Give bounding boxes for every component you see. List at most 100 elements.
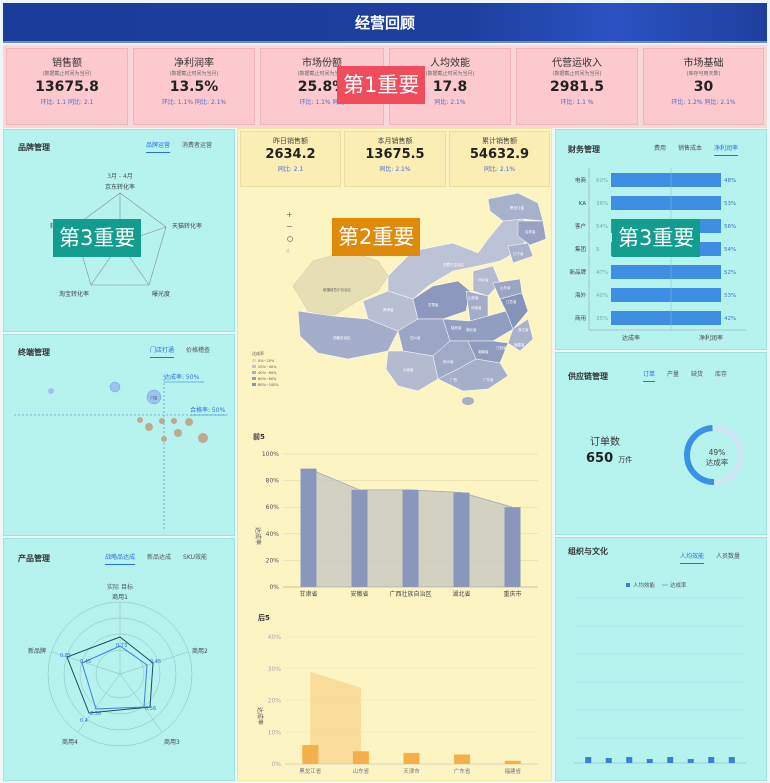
stat-month[interactable]: 本月销售额 13675.5 同比: 2.1% (344, 131, 446, 187)
bubble[interactable] (146, 389, 162, 405)
radar-value: 0.73 (116, 643, 127, 649)
bubble[interactable] (198, 433, 208, 443)
tab-store-link[interactable]: 门店打通 (150, 345, 175, 358)
tab-shortage[interactable]: 缺货 (691, 371, 704, 378)
order-count: 650 万件 (586, 447, 632, 466)
finance-tabs: 费用 销售成本 净利润率 (654, 143, 739, 156)
category-label: KA (579, 201, 587, 207)
bar-value-left: 60% (596, 178, 608, 184)
bar-net-profit (611, 288, 721, 302)
y-tick-label: 40% (266, 531, 280, 538)
x-axis-label: 净利润率 (699, 334, 723, 342)
supply-panel: 供应链管理 订单 产量 缺货 库存 订单数 650 万件 49% 达成率 (555, 352, 767, 535)
region-liaoning[interactable] (507, 242, 534, 264)
stat-value: 13675.5 (365, 147, 425, 162)
region-yunnan[interactable] (385, 350, 439, 392)
region-jilin[interactable] (517, 220, 547, 246)
region-hunan-jiangxi[interactable] (467, 340, 509, 364)
tab-per-capita[interactable]: 人均效能 (680, 551, 705, 564)
map-legend-title: 达成率 (252, 350, 264, 356)
tab-consumer-ops[interactable]: 消费者运营 (182, 142, 213, 149)
legend-label: 人均效能 (633, 581, 656, 589)
kpi-card-market-base[interactable]: 市场基础 (库存可用天数) 30 环比: 1.2% 同比: 2.1% (643, 48, 764, 125)
map-label: 辽宁省 (513, 251, 524, 256)
product-radar-chart: 实际 目标 商用1 商用2 商用3 商用4 新品牌 0.73 0.45 0.56… (28, 583, 208, 747)
tab-net-profit[interactable]: 净利润率 (714, 143, 739, 156)
bubble[interactable] (145, 423, 153, 431)
stat-yesterday[interactable]: 昨日销售额 2634.2 同比: 2.1 (240, 131, 341, 187)
x-tick-label: 安徽省 (350, 590, 368, 598)
bubble[interactable] (185, 418, 193, 426)
radar-axis-label: 天猫转化率 (172, 222, 202, 230)
legend-label: 80%~100% (258, 383, 279, 387)
reset-icon[interactable] (287, 236, 293, 242)
order-count-value: 650 (586, 451, 614, 466)
org-bar-chart: 人均效能 达成率 (574, 581, 746, 764)
tab-new-product[interactable]: 新品达成 (147, 554, 172, 561)
bubble[interactable] (159, 418, 165, 424)
kpi-title: 人均效能 (430, 58, 470, 69)
bar-value-left: 54% (596, 224, 608, 230)
x-tick-label: 甘肃省 (299, 590, 317, 598)
kpi-value: 17.8 (432, 79, 468, 95)
tab-sales-cost[interactable]: 销售成本 (678, 145, 703, 152)
bubble[interactable] (161, 436, 167, 442)
kpi-title: 销售额 (52, 58, 82, 69)
y-tick-label: 40% (268, 634, 282, 641)
radar-value: 0.45 (80, 659, 91, 665)
map-label: 河北省 (478, 277, 489, 282)
tab-orders[interactable]: 订单 (643, 369, 656, 382)
page-header: 经营回顾 (3, 3, 767, 43)
legend-swatch (252, 359, 256, 362)
order-count-unit: 万件 (618, 456, 633, 464)
category-label: 海外 (575, 291, 587, 299)
tab-strategic[interactable]: 战略品达成 (105, 552, 136, 565)
kpi-subtitle: (数据截止时间为当月) (425, 71, 475, 77)
bubble[interactable] (48, 388, 54, 394)
tab-price-audit[interactable]: 价格稽查 (186, 347, 211, 354)
stat-title: 昨日销售额 (273, 137, 308, 145)
tab-brand-ops[interactable]: 品牌运营 (146, 140, 171, 153)
y-tick-label: 20% (266, 557, 280, 564)
tab-expense[interactable]: 费用 (654, 145, 667, 152)
legend-label: 40%~60% (258, 371, 277, 375)
bubble[interactable] (137, 417, 143, 423)
kpi-card-ops-income[interactable]: 代营运收入 (数据截止时间为当月) 2981.5 环比: 1.1 % (516, 48, 638, 125)
bar (454, 754, 471, 764)
x-tick-label: 广东省 (454, 767, 471, 775)
region-zhejiang-fujian[interactable] (507, 318, 534, 352)
radar-value: 0.45 (150, 659, 161, 665)
region-jiangsu-anhui[interactable] (499, 292, 529, 330)
stat-value: 2634.2 (265, 147, 316, 162)
tab-inventory[interactable]: 库存 (715, 371, 728, 378)
product-tabs: 战略品达成 新品达成 SKU效能 (105, 552, 207, 565)
region-heilongjiang[interactable] (487, 192, 544, 222)
region-hainan[interactable] (462, 397, 474, 405)
kpi-card-sales[interactable]: 销售额 (数据截止时间为当月) 13675.8 环比: 1.1 同比: 2.1 (6, 48, 128, 125)
region-xinjiang[interactable] (292, 250, 389, 317)
tag-third-important-left: 第3重要 (53, 219, 142, 257)
region-hebei[interactable] (472, 265, 501, 297)
tab-headcount[interactable]: 人员数量 (716, 553, 741, 560)
legend-label: 0%~20% (258, 359, 275, 363)
bar (300, 468, 317, 587)
stat-cumulative[interactable]: 累计销售额 54632.9 同比: 2.1% (449, 131, 550, 187)
tab-output[interactable]: 产量 (667, 371, 680, 378)
bubble[interactable] (174, 429, 182, 437)
radar-axis (77, 673, 121, 733)
kpi-card-net-profit[interactable]: 净利润率 (数据截止时间为当月) 13.5% 环比: 1.1% 同比: 2.1% (133, 48, 255, 125)
stat-compare: 同比: 2.1 (277, 166, 304, 173)
kpi-value: 30 (693, 79, 714, 95)
bubble[interactable] (109, 381, 121, 393)
bubble[interactable] (171, 418, 177, 424)
kpi-title: 市场基础 (683, 58, 724, 69)
radar-axis (119, 673, 163, 733)
region-guangxi-guangdong[interactable] (437, 358, 509, 392)
hand-icon[interactable]: ☝ (286, 248, 290, 255)
y-tick-label: 30% (268, 666, 282, 673)
tab-sku[interactable]: SKU效能 (183, 554, 208, 561)
zoom-in-icon[interactable]: + (286, 210, 293, 219)
bar (728, 757, 735, 763)
org-grid (574, 597, 746, 739)
zoom-out-icon[interactable]: − (286, 222, 293, 231)
